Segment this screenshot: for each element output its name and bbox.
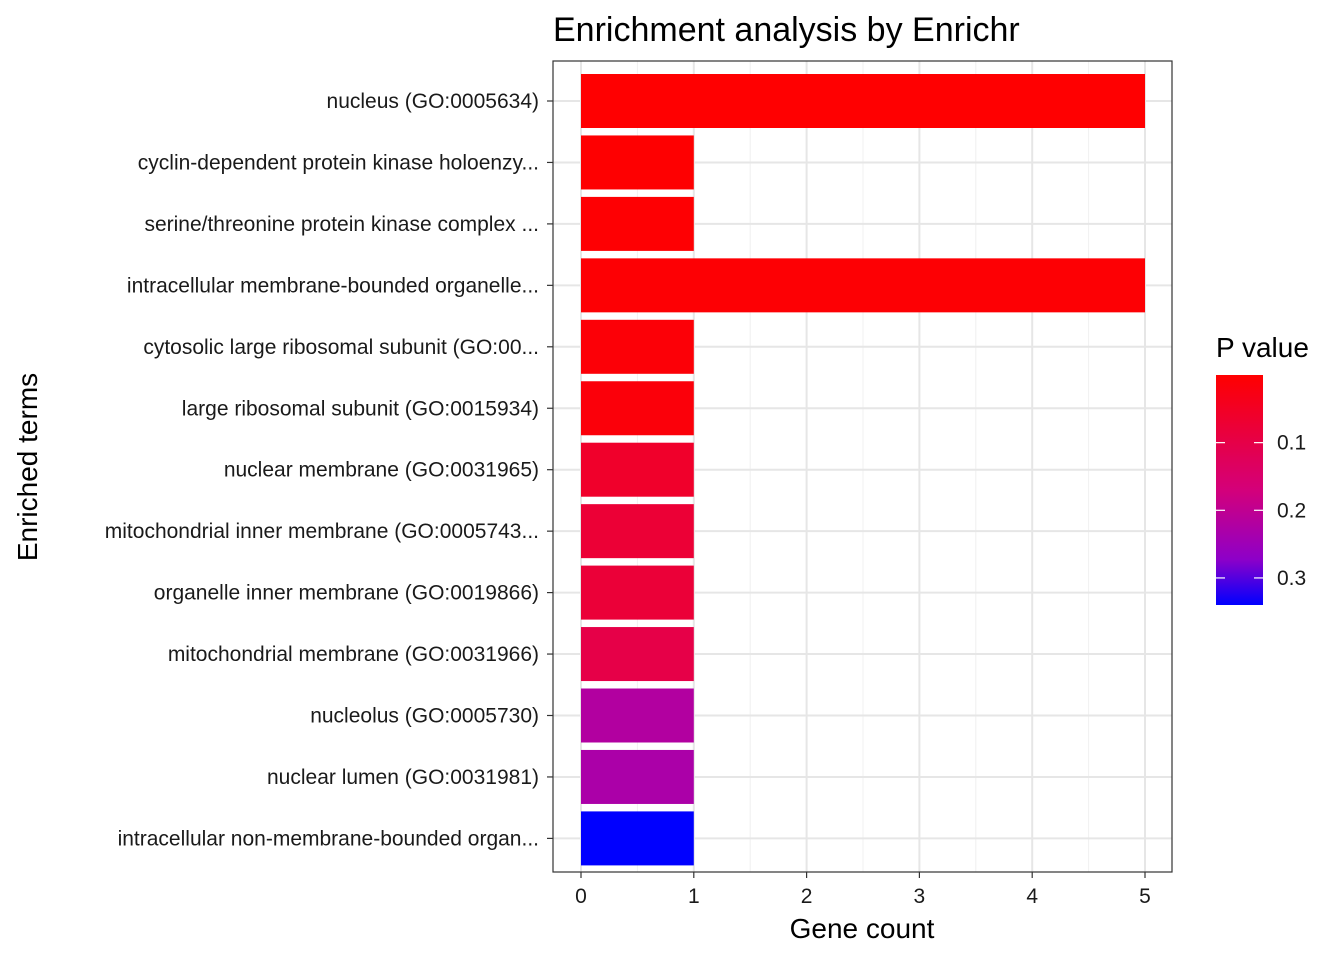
x-tick-label: 0 [575,885,587,908]
y-tick-label: nucleolus (GO:0005730) [310,705,539,728]
plot-panel [552,60,1173,873]
bar [581,627,694,682]
bar [581,749,694,804]
bar [581,811,694,866]
x-axis: 0 1 2 3 4 5 [575,872,1151,908]
legend-ticks: 0.1 0.2 0.3 [1216,432,1306,590]
legend-tick-label: 0.1 [1277,432,1306,455]
x-tick-label: 2 [801,885,813,908]
x-tick-label: 5 [1139,885,1151,908]
legend-colorbar [1216,375,1263,605]
bar [581,442,694,497]
x-tick-label: 1 [688,885,700,908]
bar [581,74,1145,128]
y-tick-label: mitochondrial membrane (GO:0031966) [168,643,539,666]
y-tick-label: mitochondrial inner membrane (GO:0005743… [105,520,539,543]
x-tick-label: 4 [1026,885,1038,908]
bar [581,135,694,190]
bar [581,196,694,251]
x-tick-label: 3 [914,885,926,908]
y-axis: nucleus (GO:0005634) cyclin-dependent pro… [105,90,553,850]
bars [581,74,1145,866]
legend-tick-label: 0.2 [1277,499,1306,522]
bar [581,319,694,374]
y-axis-title: Enriched terms [12,373,43,561]
y-tick-label: organelle inner membrane (GO:0019866) [154,582,539,605]
bar [581,381,694,436]
y-tick-label: intracellular non-membrane-bounded organ… [118,827,539,850]
bar [581,504,694,559]
legend: P value 0.1 0.2 0.3 [1216,332,1309,605]
y-tick-label: serine/threonine protein kinase complex … [144,213,539,236]
y-tick-label: nucleus (GO:0005634) [327,90,539,113]
bar [581,258,1145,313]
y-tick-label: cyclin-dependent protein kinase holoenzy… [138,151,539,174]
y-tick-label: nuclear lumen (GO:0031981) [267,766,539,789]
bar [581,565,694,620]
panel-border [552,60,1173,873]
y-tick-label: nuclear membrane (GO:0031965) [224,459,539,482]
legend-tick-label: 0.3 [1277,567,1306,590]
y-tick-label: cytosolic large ribosomal subunit (GO:00… [143,336,539,359]
y-tick-label: intracellular membrane-bounded organelle… [127,274,539,297]
x-axis-title: Gene count [790,913,935,944]
y-tick-label: large ribosomal subunit (GO:0015934) [182,397,539,420]
bar [581,688,694,743]
legend-title: P value [1216,332,1309,363]
chart-title: Enrichment analysis by Enrichr [553,11,1020,49]
